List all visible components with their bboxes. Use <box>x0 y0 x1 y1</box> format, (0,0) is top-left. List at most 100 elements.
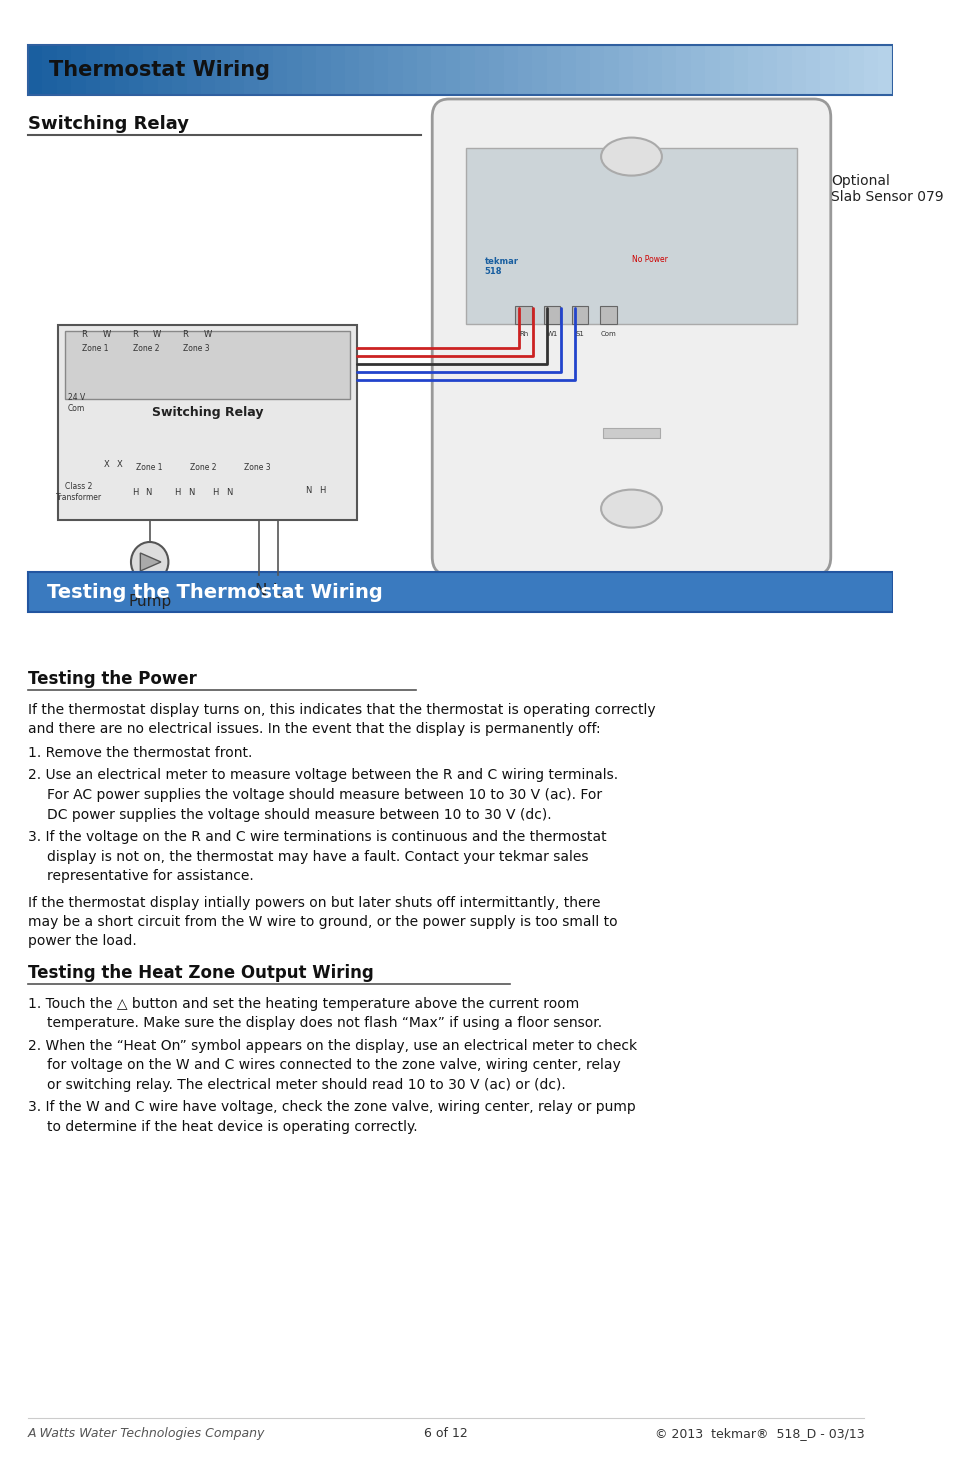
Bar <box>86 46 101 94</box>
Bar <box>100 46 115 94</box>
Text: may be a short circuit from the W wire to ground, or the power supply is too sma: may be a short circuit from the W wire t… <box>28 914 617 929</box>
Bar <box>571 305 588 324</box>
Bar <box>273 46 288 94</box>
Text: 24 V
Com: 24 V Com <box>68 394 85 413</box>
Text: Zone 1: Zone 1 <box>135 463 162 472</box>
Bar <box>129 46 144 94</box>
Bar <box>733 46 749 94</box>
Text: R: R <box>132 330 137 339</box>
Text: 1. Remove the thermostat front.: 1. Remove the thermostat front. <box>28 746 253 760</box>
Bar <box>28 46 44 94</box>
Text: X: X <box>117 460 123 469</box>
Bar <box>532 46 547 94</box>
Bar <box>172 46 188 94</box>
Bar <box>647 46 662 94</box>
Bar <box>690 46 705 94</box>
Text: A Watts Water Technologies Company: A Watts Water Technologies Company <box>28 1426 265 1440</box>
Bar <box>604 46 619 94</box>
Bar <box>862 46 878 94</box>
Text: and there are no electrical issues. In the event that the display is permanently: and there are no electrical issues. In t… <box>28 723 600 736</box>
Text: power the load.: power the load. <box>28 935 136 948</box>
Text: 2. When the “Heat On” symbol appears on the display, use an electrical meter to : 2. When the “Heat On” symbol appears on … <box>28 1038 637 1053</box>
Text: Zone 1: Zone 1 <box>82 344 109 353</box>
Bar <box>230 46 245 94</box>
Bar <box>618 46 634 94</box>
Bar <box>661 46 677 94</box>
Bar <box>704 46 720 94</box>
Text: Com: Com <box>599 330 616 336</box>
Bar <box>66 330 350 400</box>
Text: Testing the Heat Zone Output Wiring: Testing the Heat Zone Output Wiring <box>28 965 374 982</box>
Text: N: N <box>189 488 194 497</box>
Bar <box>345 46 360 94</box>
Bar <box>258 46 274 94</box>
Bar <box>331 46 346 94</box>
Bar <box>676 46 691 94</box>
Polygon shape <box>140 553 161 571</box>
Text: W: W <box>203 330 212 339</box>
Text: H: H <box>319 485 326 494</box>
Text: For AC power supplies the voltage should measure between 10 to 30 V (ac). For: For AC power supplies the voltage should… <box>47 788 601 802</box>
Text: © 2013  tekmar®  518_D - 03/13: © 2013 tekmar® 518_D - 03/13 <box>654 1426 863 1440</box>
FancyBboxPatch shape <box>432 99 830 575</box>
Bar <box>359 46 375 94</box>
Bar <box>58 324 357 521</box>
Bar <box>215 46 231 94</box>
Bar <box>877 46 893 94</box>
Text: W1: W1 <box>546 330 558 336</box>
Bar <box>805 46 821 94</box>
Text: R: R <box>81 330 87 339</box>
Ellipse shape <box>600 490 661 528</box>
Text: for voltage on the W and C wires connected to the zone valve, wiring center, rel: for voltage on the W and C wires connect… <box>47 1059 619 1072</box>
Bar <box>459 46 476 94</box>
Bar <box>287 46 302 94</box>
Bar <box>57 46 72 94</box>
Text: Zone 3: Zone 3 <box>183 344 210 353</box>
Text: Testing the Power: Testing the Power <box>28 670 196 687</box>
Bar <box>633 46 648 94</box>
Text: Optional
Slab Sensor 079: Optional Slab Sensor 079 <box>830 174 943 205</box>
Bar <box>791 46 806 94</box>
Text: tekmar
518: tekmar 518 <box>484 257 518 276</box>
Text: W: W <box>152 330 161 339</box>
Text: N: N <box>146 488 152 497</box>
Bar <box>777 46 792 94</box>
Bar <box>143 46 158 94</box>
Bar <box>503 46 518 94</box>
Text: Zone 2: Zone 2 <box>190 463 216 472</box>
Text: 2. Use an electrical meter to measure voltage between the R and C wiring termina: 2. Use an electrical meter to measure vo… <box>28 768 618 783</box>
Text: display is not on, the thermostat may have a fault. Contact your tekmar sales: display is not on, the thermostat may ha… <box>47 850 588 863</box>
Text: to determine if the heat device is operating correctly.: to determine if the heat device is opera… <box>47 1120 417 1134</box>
Bar <box>374 46 389 94</box>
Bar <box>719 46 734 94</box>
Bar <box>560 46 576 94</box>
Text: 1. Touch the △ button and set the heating temperature above the current room: 1. Touch the △ button and set the heatin… <box>28 997 578 1010</box>
Text: 3. If the W and C wire have voltage, check the zone valve, wiring center, relay : 3. If the W and C wire have voltage, che… <box>28 1100 635 1115</box>
Text: S1: S1 <box>575 330 584 336</box>
Text: Rh: Rh <box>518 330 528 336</box>
Bar <box>388 46 403 94</box>
Bar <box>244 46 259 94</box>
Text: Zone 3: Zone 3 <box>244 463 271 472</box>
Ellipse shape <box>600 137 661 176</box>
Text: If the thermostat display intially powers on but later shuts off intermittantly,: If the thermostat display intially power… <box>28 895 600 910</box>
Text: 3. If the voltage on the R and C wire terminations is continuous and the thermos: 3. If the voltage on the R and C wire te… <box>28 830 606 844</box>
Bar <box>515 305 532 324</box>
Bar <box>187 46 202 94</box>
Text: R: R <box>182 330 188 339</box>
Text: Thermostat Wiring: Thermostat Wiring <box>49 60 270 80</box>
Text: Switching Relay: Switching Relay <box>28 115 189 133</box>
Bar <box>28 572 892 612</box>
Bar <box>820 46 835 94</box>
Text: No Power: No Power <box>632 255 667 264</box>
Bar <box>748 46 763 94</box>
Bar <box>599 305 616 324</box>
Text: Pump: Pump <box>128 594 172 609</box>
Text: DC power supplies the voltage should measure between 10 to 30 V (dc).: DC power supplies the voltage should mea… <box>47 807 551 822</box>
Bar <box>416 46 432 94</box>
Bar <box>546 46 561 94</box>
Text: W: W <box>102 330 111 339</box>
Bar <box>517 46 533 94</box>
Text: If the thermostat display turns on, this indicates that the thermostat is operat: If the thermostat display turns on, this… <box>28 704 655 717</box>
Text: N: N <box>305 485 312 494</box>
